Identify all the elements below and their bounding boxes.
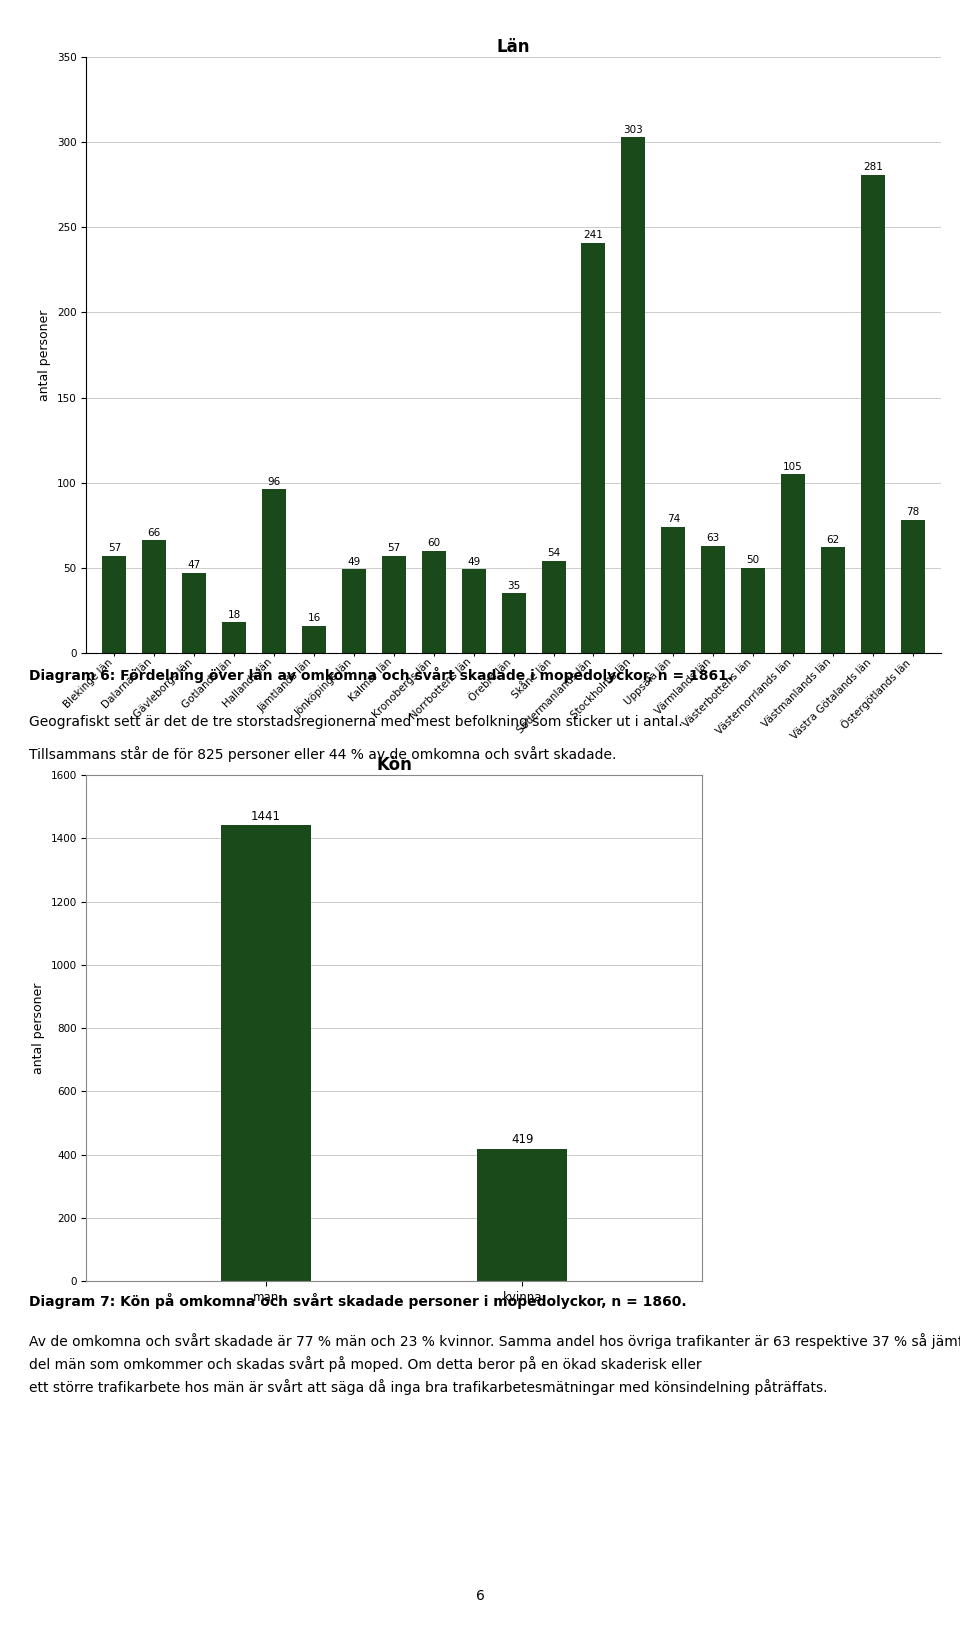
Text: 49: 49 bbox=[348, 557, 361, 566]
Text: Diagram 7: Kön på omkomna och svårt skadade personer i mopedolyckor, n = 1860.: Diagram 7: Kön på omkomna och svårt skad… bbox=[29, 1293, 686, 1309]
Bar bbox=[103, 557, 127, 653]
Bar bbox=[861, 175, 885, 653]
Text: Av de omkomna och svårt skadade är 77 % män och 23 % kvinnor. Samma andel hos öv: Av de omkomna och svårt skadade är 77 % … bbox=[29, 1333, 960, 1395]
Y-axis label: antal personer: antal personer bbox=[38, 310, 52, 400]
Bar bbox=[621, 137, 645, 653]
Text: 241: 241 bbox=[584, 230, 604, 240]
Bar bbox=[302, 625, 326, 653]
Bar bbox=[221, 826, 311, 1281]
Text: 63: 63 bbox=[707, 534, 720, 543]
Text: 281: 281 bbox=[863, 162, 883, 171]
Text: 66: 66 bbox=[148, 527, 161, 539]
Text: 16: 16 bbox=[307, 614, 321, 623]
Bar bbox=[781, 473, 805, 653]
Bar bbox=[661, 527, 685, 653]
Bar bbox=[421, 550, 445, 653]
Bar bbox=[382, 557, 406, 653]
Bar bbox=[142, 540, 166, 653]
Bar bbox=[477, 1149, 567, 1281]
Bar bbox=[462, 570, 486, 653]
Text: 57: 57 bbox=[108, 543, 121, 553]
Bar bbox=[541, 561, 565, 653]
Bar bbox=[222, 622, 246, 653]
Text: Diagram 6: Fördelning över län av omkomna och svårt skadade i mopedolyckor, n = : Diagram 6: Fördelning över län av omkomn… bbox=[29, 667, 732, 684]
Bar bbox=[701, 545, 725, 653]
Text: 47: 47 bbox=[187, 560, 201, 570]
Bar bbox=[582, 243, 606, 653]
Text: Tillsammans står de för 825 personer eller 44 % av de omkomna och svårt skadade.: Tillsammans står de för 825 personer ell… bbox=[29, 746, 616, 762]
Bar bbox=[262, 490, 286, 653]
Text: 60: 60 bbox=[427, 539, 441, 548]
Text: Geografiskt sett är det de tre storstadsregionerna med mest befolkning som stick: Geografiskt sett är det de tre storstads… bbox=[29, 715, 683, 730]
Text: 419: 419 bbox=[511, 1133, 534, 1146]
Text: 105: 105 bbox=[783, 462, 803, 472]
Text: 78: 78 bbox=[906, 508, 920, 517]
Text: 96: 96 bbox=[268, 477, 280, 486]
Bar bbox=[741, 568, 765, 653]
Y-axis label: antal personer: antal personer bbox=[32, 982, 45, 1074]
Text: 49: 49 bbox=[468, 557, 480, 566]
Bar bbox=[502, 594, 525, 653]
Title: Kön: Kön bbox=[376, 756, 412, 774]
Text: 6: 6 bbox=[475, 1588, 485, 1603]
Title: Län: Län bbox=[497, 38, 530, 55]
Bar bbox=[821, 547, 845, 653]
Text: 35: 35 bbox=[507, 581, 520, 591]
Text: 62: 62 bbox=[827, 535, 840, 545]
Text: 54: 54 bbox=[547, 548, 560, 558]
Text: 50: 50 bbox=[747, 555, 759, 565]
Text: 18: 18 bbox=[228, 610, 241, 620]
Bar bbox=[342, 570, 366, 653]
Text: 57: 57 bbox=[387, 543, 400, 553]
Bar bbox=[182, 573, 206, 653]
Text: 1441: 1441 bbox=[251, 809, 281, 823]
Bar bbox=[900, 521, 924, 653]
Text: 74: 74 bbox=[666, 514, 680, 524]
Text: 303: 303 bbox=[623, 124, 643, 134]
